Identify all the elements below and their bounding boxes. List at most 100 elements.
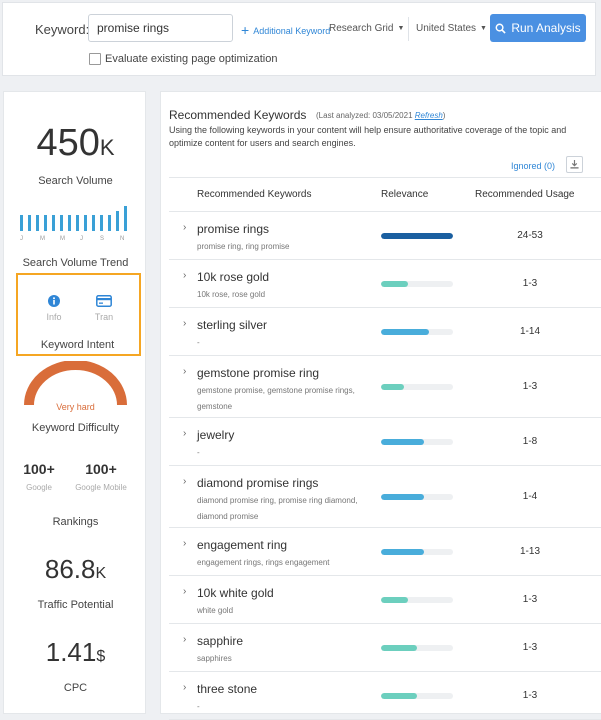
table-row[interactable]: › promise rings promise ring, ring promise… bbox=[169, 212, 601, 260]
relevance-fill bbox=[381, 233, 453, 239]
plus-icon: + bbox=[241, 22, 250, 38]
trend-bar bbox=[28, 215, 31, 231]
rank-mobile-label: Google Mobile bbox=[75, 483, 127, 492]
keyword-text: sapphire bbox=[197, 634, 244, 648]
recommended-usage: 1-3 bbox=[522, 594, 538, 605]
keyword-variants: gemstone promise, gemstone promise rings… bbox=[197, 386, 355, 411]
research-grid-dropdown[interactable]: Research Grid ▼ bbox=[329, 23, 404, 34]
intent-label: Keyword Intent bbox=[40, 339, 115, 351]
relevance-fill bbox=[381, 693, 417, 699]
keyword-text: jewelry bbox=[197, 428, 235, 442]
table-row[interactable]: › three stone - 1-3 bbox=[169, 672, 601, 720]
keyword-intent-box: Info Tran Keyword Intent bbox=[16, 273, 141, 356]
rank-google-value: 100+ bbox=[23, 461, 55, 477]
recommended-keywords-table: Recommended Keywords Relevance Recommend… bbox=[169, 177, 601, 720]
keyword-variants: white gold bbox=[197, 606, 234, 615]
recommended-usage: 1-13 bbox=[519, 546, 540, 557]
trend-bar bbox=[36, 215, 39, 231]
intent-transactional: Tran bbox=[89, 295, 119, 322]
last-analyzed: (Last analyzed: 03/05/2021 Refresh) bbox=[316, 111, 445, 120]
recommended-usage: 1-3 bbox=[522, 690, 538, 701]
keyword-text: three stone bbox=[197, 682, 258, 696]
refresh-link[interactable]: Refresh bbox=[414, 111, 443, 120]
table-row[interactable]: › 10k white gold white gold 1-3 bbox=[169, 576, 601, 624]
table-row[interactable]: › sapphire sapphires 1-3 bbox=[169, 624, 601, 672]
trend-month-label: S bbox=[100, 236, 105, 242]
cpc-label: CPC bbox=[63, 682, 88, 694]
recommended-usage: 24-53 bbox=[517, 230, 543, 241]
trend-bar bbox=[84, 215, 87, 231]
download-button[interactable] bbox=[566, 156, 583, 173]
evaluate-option: Evaluate existing page optimization bbox=[89, 53, 277, 65]
relevance-fill bbox=[381, 329, 429, 335]
difficulty-gauge bbox=[24, 361, 127, 406]
chevron-right-icon[interactable]: › bbox=[183, 428, 187, 439]
relevance-bar bbox=[381, 384, 453, 390]
search-volume-value: 450K bbox=[36, 122, 115, 164]
relevance-bar bbox=[381, 329, 453, 335]
keyword-variants: - bbox=[197, 702, 200, 711]
trend-bar bbox=[76, 215, 79, 231]
recommended-title: Recommended Keywords bbox=[169, 108, 307, 122]
relevance-bar bbox=[381, 645, 453, 651]
evaluate-checkbox[interactable] bbox=[89, 53, 101, 65]
keyword-input[interactable] bbox=[88, 14, 233, 42]
recommended-usage: 1-4 bbox=[522, 491, 538, 502]
ignored-link[interactable]: Ignored (0) bbox=[511, 161, 556, 171]
chevron-right-icon[interactable]: › bbox=[183, 318, 187, 329]
rank-google: 100+ Google bbox=[4, 461, 74, 492]
relevance-bar bbox=[381, 233, 453, 239]
table-row[interactable]: › gemstone promise ring gemstone promise, … bbox=[169, 356, 601, 418]
search-volume-trend-chart bbox=[20, 206, 132, 231]
trend-month-label: J bbox=[80, 236, 83, 242]
chevron-right-icon[interactable]: › bbox=[183, 538, 187, 549]
credit-card-icon bbox=[89, 295, 119, 309]
chevron-down-icon: ▼ bbox=[397, 25, 405, 32]
difficulty-label: Keyword Difficulty bbox=[31, 422, 120, 434]
table-row[interactable]: › sterling silver - 1-14 bbox=[169, 308, 601, 356]
additional-keyword-link[interactable]: + Additional Keyword bbox=[241, 22, 330, 38]
trend-month-label: M bbox=[40, 236, 45, 242]
evaluate-label: Evaluate existing page optimization bbox=[105, 53, 278, 65]
download-icon bbox=[570, 160, 579, 169]
keyword-variants: engagement rings, rings engagement bbox=[197, 558, 330, 567]
chevron-right-icon[interactable]: › bbox=[183, 270, 187, 281]
keyword-label: Keyword: bbox=[35, 22, 90, 37]
table-body: › promise rings promise ring, ring promise… bbox=[169, 212, 601, 720]
rank-mobile-value: 100+ bbox=[85, 461, 117, 477]
trend-month-label: J bbox=[20, 236, 23, 242]
keyword-text: gemstone promise ring bbox=[197, 366, 320, 380]
recommended-usage: 1-14 bbox=[519, 326, 540, 337]
keyword-text: sterling silver bbox=[197, 318, 268, 332]
chevron-right-icon[interactable]: › bbox=[183, 586, 187, 597]
trend-bar bbox=[108, 215, 111, 231]
relevance-fill bbox=[381, 494, 425, 500]
chevron-right-icon[interactable]: › bbox=[183, 366, 187, 377]
chevron-right-icon[interactable]: › bbox=[183, 682, 187, 693]
additional-keyword-label: Additional Keyword bbox=[253, 26, 331, 36]
keyword-text: 10k rose gold bbox=[197, 270, 270, 284]
recommended-description: Using the following keywords in your con… bbox=[169, 125, 567, 148]
traffic-potential-label: Traffic Potential bbox=[37, 599, 114, 611]
country-dropdown[interactable]: United States ▼ bbox=[416, 23, 487, 34]
table-row[interactable]: › 10k rose gold 10k rose, rose gold 1-3 bbox=[169, 260, 601, 308]
run-analysis-label: Run Analysis bbox=[511, 21, 581, 35]
rank-google-label: Google bbox=[26, 483, 52, 492]
chevron-right-icon[interactable]: › bbox=[183, 476, 187, 487]
info-icon bbox=[39, 295, 69, 309]
run-analysis-button[interactable]: Run Analysis bbox=[490, 14, 586, 42]
relevance-bar bbox=[381, 549, 453, 555]
table-row[interactable]: › diamond promise rings diamond promise ri… bbox=[169, 466, 601, 528]
trend-bar bbox=[124, 206, 127, 231]
table-row[interactable]: › jewelry - 1-8 bbox=[169, 418, 601, 466]
table-row[interactable]: › engagement ring engagement rings, rings … bbox=[169, 528, 601, 576]
chevron-right-icon[interactable]: › bbox=[183, 222, 187, 233]
country-value: United States bbox=[416, 23, 477, 34]
table-header: Recommended Keywords Relevance Recommend… bbox=[169, 177, 601, 212]
keyword-variants: - bbox=[197, 338, 200, 347]
chevron-right-icon[interactable]: › bbox=[183, 634, 187, 645]
research-grid-value: Research Grid bbox=[329, 23, 394, 34]
keyword-variants: 10k rose, rose gold bbox=[197, 290, 266, 299]
trend-label: Search Volume Trend bbox=[22, 257, 129, 269]
relevance-fill bbox=[381, 597, 409, 603]
